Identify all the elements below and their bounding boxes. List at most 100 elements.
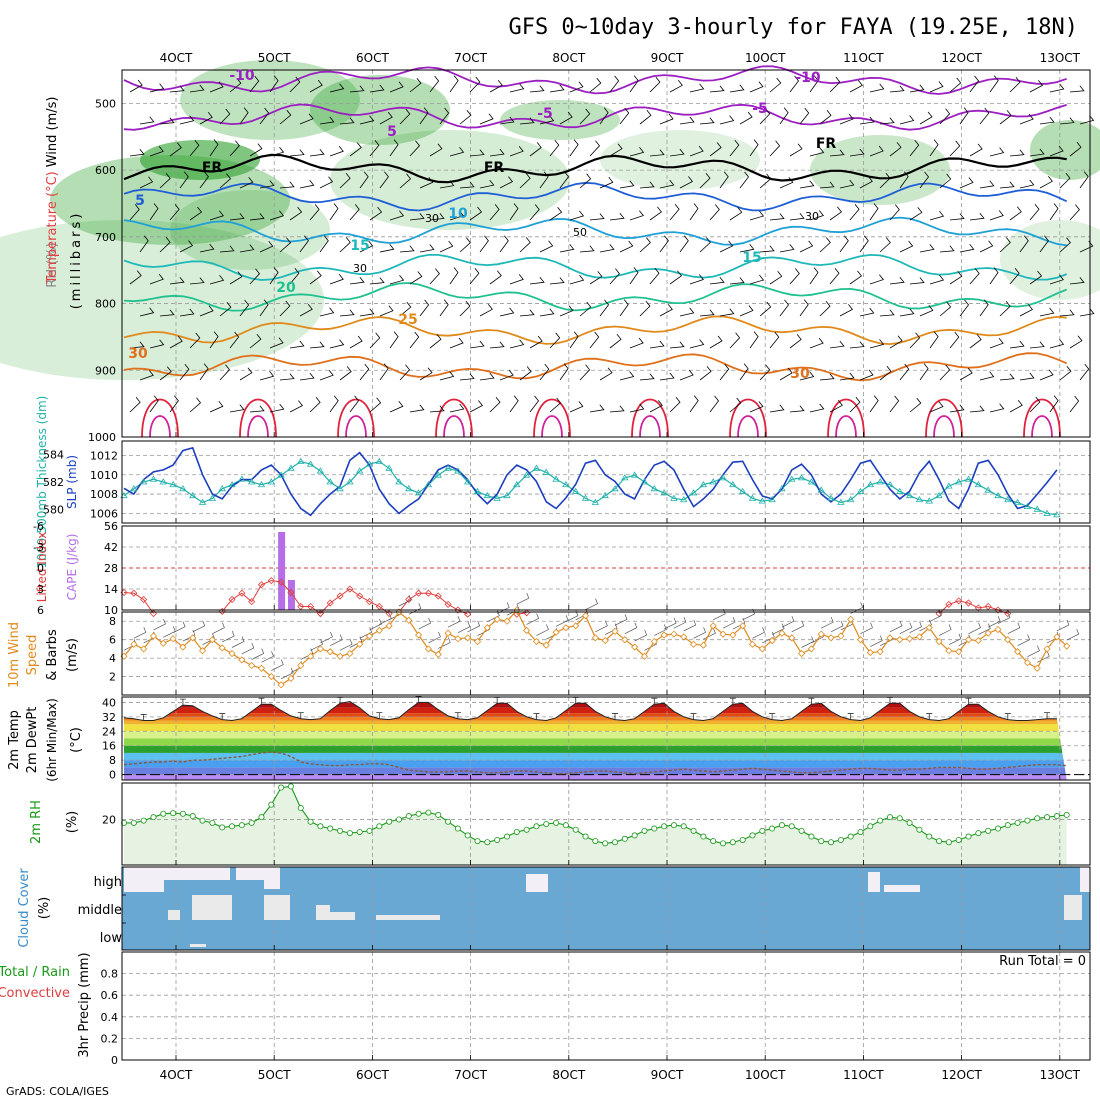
thickness-marker — [532, 464, 541, 471]
wind-barb — [1019, 235, 1029, 253]
wind-barb — [219, 245, 235, 253]
rh-marker — [317, 823, 324, 830]
temp-band — [124, 713, 1067, 717]
thickness-marker — [935, 491, 943, 499]
panel-frame — [121, 440, 1091, 524]
wind-barb — [149, 83, 165, 93]
wind-barb — [799, 180, 815, 189]
li-tick: 3 — [37, 583, 44, 596]
contour-label: 5 — [135, 193, 145, 209]
cape-tick: 10 — [104, 604, 118, 617]
contour-label: 30 — [128, 346, 148, 362]
cape-tick: 28 — [104, 562, 118, 575]
wind-barb — [199, 171, 209, 189]
wind10-marker — [198, 647, 207, 655]
wind-barb — [1029, 80, 1044, 93]
li-marker — [434, 592, 442, 600]
li-marker — [267, 577, 275, 585]
thickness-marker — [228, 480, 236, 488]
wind-barb — [719, 308, 735, 317]
wind-barb — [719, 115, 735, 125]
wind10-marker — [238, 656, 246, 664]
wind10-marker — [424, 645, 432, 653]
rh-marker — [670, 822, 677, 829]
wind-barb — [479, 372, 495, 381]
isotherm-loop-inner — [443, 415, 465, 438]
rh-marker — [602, 840, 609, 847]
wind-barb — [979, 371, 995, 381]
li-marker — [974, 604, 982, 612]
wind-barb — [239, 176, 254, 189]
wind-barb — [229, 77, 242, 93]
wind-barb — [699, 172, 711, 189]
rh-contour-label: 50 — [573, 226, 587, 239]
wind-barb — [419, 244, 435, 253]
wind10-marker — [788, 634, 796, 642]
wind10-barb — [585, 598, 598, 611]
wind-barb — [189, 139, 200, 157]
wind-barb — [659, 372, 675, 381]
wind-barb — [539, 363, 550, 381]
temp-label: Temperature (°C) — [45, 171, 60, 284]
wind-barb — [789, 143, 803, 157]
wind-barb — [739, 244, 755, 253]
wind-barb — [939, 173, 952, 189]
wind-barb — [729, 139, 740, 157]
wind-barb — [739, 305, 754, 317]
thickness-tick: 582 — [43, 476, 64, 489]
wind-barb — [809, 337, 824, 349]
wind-barb — [249, 268, 261, 285]
rh-contour-label: 30 — [353, 262, 367, 275]
wind10-marker — [935, 637, 943, 646]
wind-barb — [599, 299, 610, 317]
rh-tick: 20 — [102, 813, 116, 826]
rh-marker — [867, 823, 874, 830]
thickness-marker — [1033, 505, 1041, 512]
precip-tick: 0.2 — [101, 1032, 119, 1045]
wind-barb — [819, 237, 831, 253]
minmax-tick — [926, 713, 933, 720]
wind10-marker — [130, 640, 138, 648]
wind-barb — [429, 75, 440, 93]
date-label-bottom: 6OCT — [356, 1068, 389, 1082]
text-layer: GFS 0~10day 3-hourly for FAYA (19.25E, 1… — [0, 15, 1086, 1098]
thickness-marker — [267, 478, 276, 485]
rh-marker — [454, 825, 461, 832]
thickness-marker — [326, 478, 334, 485]
isotherm-loop-inner — [737, 415, 759, 438]
wind-barb — [869, 145, 884, 157]
date-label-top: 10OCT — [745, 51, 786, 65]
rh-marker — [1024, 817, 1031, 824]
wind-barb — [529, 85, 545, 93]
wind-barb — [429, 213, 445, 221]
li-tick: -3 — [33, 541, 44, 554]
li-marker — [464, 610, 472, 618]
wind-barb — [409, 213, 425, 221]
wind-barb — [1049, 83, 1065, 93]
isotherm-line — [123, 282, 1068, 312]
rh-marker — [886, 814, 893, 821]
wind-barb — [919, 305, 934, 317]
wind-barb — [539, 308, 555, 317]
thickness-marker — [355, 467, 364, 474]
rh-marker — [857, 828, 864, 835]
rh-marker — [700, 833, 707, 840]
wind-barb — [869, 83, 885, 93]
thickness-marker — [738, 487, 747, 494]
wind-barb — [169, 276, 185, 285]
wind-barb — [469, 206, 483, 221]
cloud-gap — [1080, 867, 1090, 892]
slp-tick: 1012 — [90, 449, 118, 462]
isotherm-loop — [631, 398, 669, 438]
wind10-marker — [257, 664, 266, 672]
wind-barb — [399, 301, 412, 317]
wind-barb — [339, 117, 355, 125]
wind-barb — [1039, 176, 1053, 189]
wind-barb — [309, 79, 323, 93]
wind10-marker — [876, 648, 884, 656]
wind-barb — [979, 240, 994, 253]
cape-label: CAPE (J/kg) — [65, 534, 79, 601]
rh-marker — [415, 810, 422, 817]
wind-barb — [409, 404, 425, 413]
thickness-marker — [179, 485, 187, 492]
